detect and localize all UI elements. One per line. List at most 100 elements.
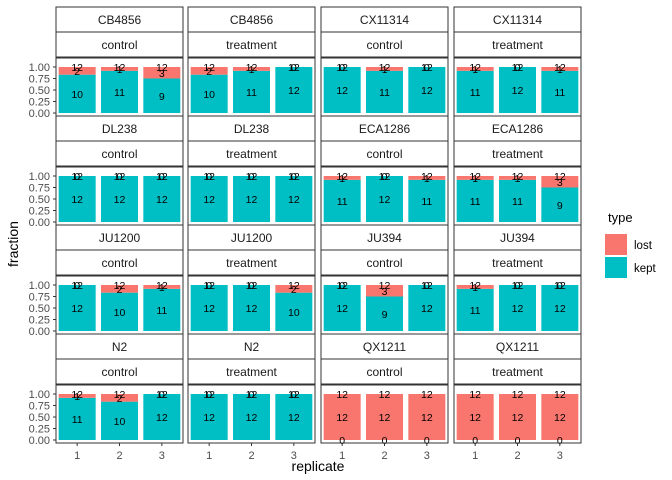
strip-condition-label: treatment: [492, 147, 543, 161]
facet-ju1200-control: JU1200control1201212210121110.000.250.50…: [29, 224, 184, 338]
bar-kept-label: 10: [114, 416, 126, 428]
legend-title: type: [608, 210, 633, 225]
bar-lost: [58, 67, 96, 75]
bar-kept-label: 10: [71, 89, 83, 101]
strip-strain-label: QX1211: [363, 340, 406, 354]
bar-kept-label: 12: [71, 194, 83, 206]
y-tick-label: 1.00: [29, 62, 50, 74]
y-tick-label: 1.00: [29, 389, 50, 401]
bar-lost-label: 1: [472, 282, 478, 294]
bar-total-label: 12: [114, 62, 126, 74]
bar-kept-label: 12: [512, 303, 524, 315]
legend-label-lost: lost: [634, 240, 653, 252]
strip-condition-box: [55, 358, 184, 385]
bar-lost: [456, 67, 494, 71]
bar-lost: [275, 285, 313, 293]
bar-kept: [143, 394, 181, 440]
strip-condition-box: [453, 249, 582, 276]
bar-kept: [456, 288, 494, 331]
bar-kept: [456, 70, 494, 113]
bar-kept: [58, 74, 96, 113]
bar-lost-label: 12: [336, 412, 348, 424]
strip-strain-box: [55, 224, 184, 251]
bar-kept: [366, 296, 403, 331]
bar-kept: [323, 285, 361, 331]
bar-kept: [456, 179, 494, 222]
bar-total-label: 12: [512, 171, 524, 183]
bar-kept: [408, 179, 446, 222]
bar-total-label: 12: [512, 62, 524, 74]
x-tick-label: 1: [472, 450, 478, 462]
x-tick-label: 3: [424, 450, 430, 462]
bar-kept-label: 12: [246, 194, 258, 206]
strip-strain-box: [453, 115, 582, 142]
strip-condition-box: [187, 140, 316, 167]
strip-strain-box: [453, 6, 582, 33]
x-tick-label: 1: [206, 450, 212, 462]
bar-kept: [190, 394, 228, 440]
bar-lost-label: 2: [206, 66, 212, 78]
bar-total-label: 12: [336, 171, 348, 183]
x-tick-label: 3: [291, 450, 297, 462]
bar-lost-label: 1: [249, 64, 255, 76]
bar-total-label: 12: [469, 280, 481, 292]
bar-lost: [58, 394, 96, 398]
bar-kept: [275, 292, 313, 331]
bar-lost: [456, 285, 494, 289]
y-tick-label: 0.75: [29, 292, 50, 304]
bar-total-label: 12: [421, 280, 433, 292]
bar-total-label: 12: [469, 171, 481, 183]
bar-total-label: 12: [336, 389, 348, 401]
bar-lost: [190, 67, 228, 75]
bar-lost-label: 3: [159, 68, 165, 80]
bar-kept-label: 12: [246, 412, 258, 424]
bar-kept: [101, 292, 138, 331]
strip-condition-label: treatment: [492, 256, 543, 270]
strip-condition-label: treatment: [226, 147, 277, 161]
bar-lost-label: 1: [424, 173, 430, 185]
strip-condition-box: [55, 140, 184, 167]
bar-total-label: 12: [114, 389, 126, 401]
bar-total-label: 12: [288, 62, 300, 74]
y-tick-label: 0.75: [29, 183, 50, 195]
y-tick-label: 0.50: [29, 412, 50, 424]
bar-total-label: 12: [554, 280, 566, 292]
bar-lost-label: 0: [515, 62, 521, 74]
bar-lost-label: 0: [74, 171, 80, 183]
strip-strain-box: [320, 333, 449, 360]
bar-kept: [541, 70, 579, 113]
bar-kept: [233, 394, 270, 440]
bar-lost-label: 0: [159, 389, 165, 401]
bar-kept-label: 12: [421, 303, 433, 315]
bar-lost: [101, 394, 138, 402]
bar-kept: [190, 176, 228, 222]
strip-strain-box: [55, 333, 184, 360]
bar-lost-label: 0: [117, 171, 123, 183]
strip-condition-box: [453, 358, 582, 385]
bar-lost: [101, 67, 138, 71]
bar-kept-label: 11: [470, 305, 481, 317]
strip-condition-label: treatment: [492, 365, 543, 379]
x-tick-label: 2: [248, 450, 254, 462]
bar-lost-label: 1: [515, 173, 521, 185]
bar-kept-label: 11: [114, 87, 125, 99]
bar-total-label: 12: [156, 62, 168, 74]
strip-strain-label: N2: [244, 340, 260, 354]
bar-total-label: 12: [71, 389, 83, 401]
strip-strain-label: CB4856: [230, 13, 274, 27]
bar-kept-label: 9: [557, 200, 563, 212]
bar-kept-label: 12: [336, 303, 348, 315]
bar-kept-label: 0: [424, 435, 430, 447]
y-tick-label: 0.25: [29, 315, 50, 327]
strip-condition-label: treatment: [226, 38, 277, 52]
bar-kept: [190, 74, 228, 113]
bar-kept-label: 12: [554, 303, 566, 315]
bar-lost-label: 2: [291, 284, 297, 296]
legend-key-lost: [605, 234, 627, 255]
bar-kept-label: 11: [470, 87, 481, 99]
strip-strain-box: [187, 115, 316, 142]
